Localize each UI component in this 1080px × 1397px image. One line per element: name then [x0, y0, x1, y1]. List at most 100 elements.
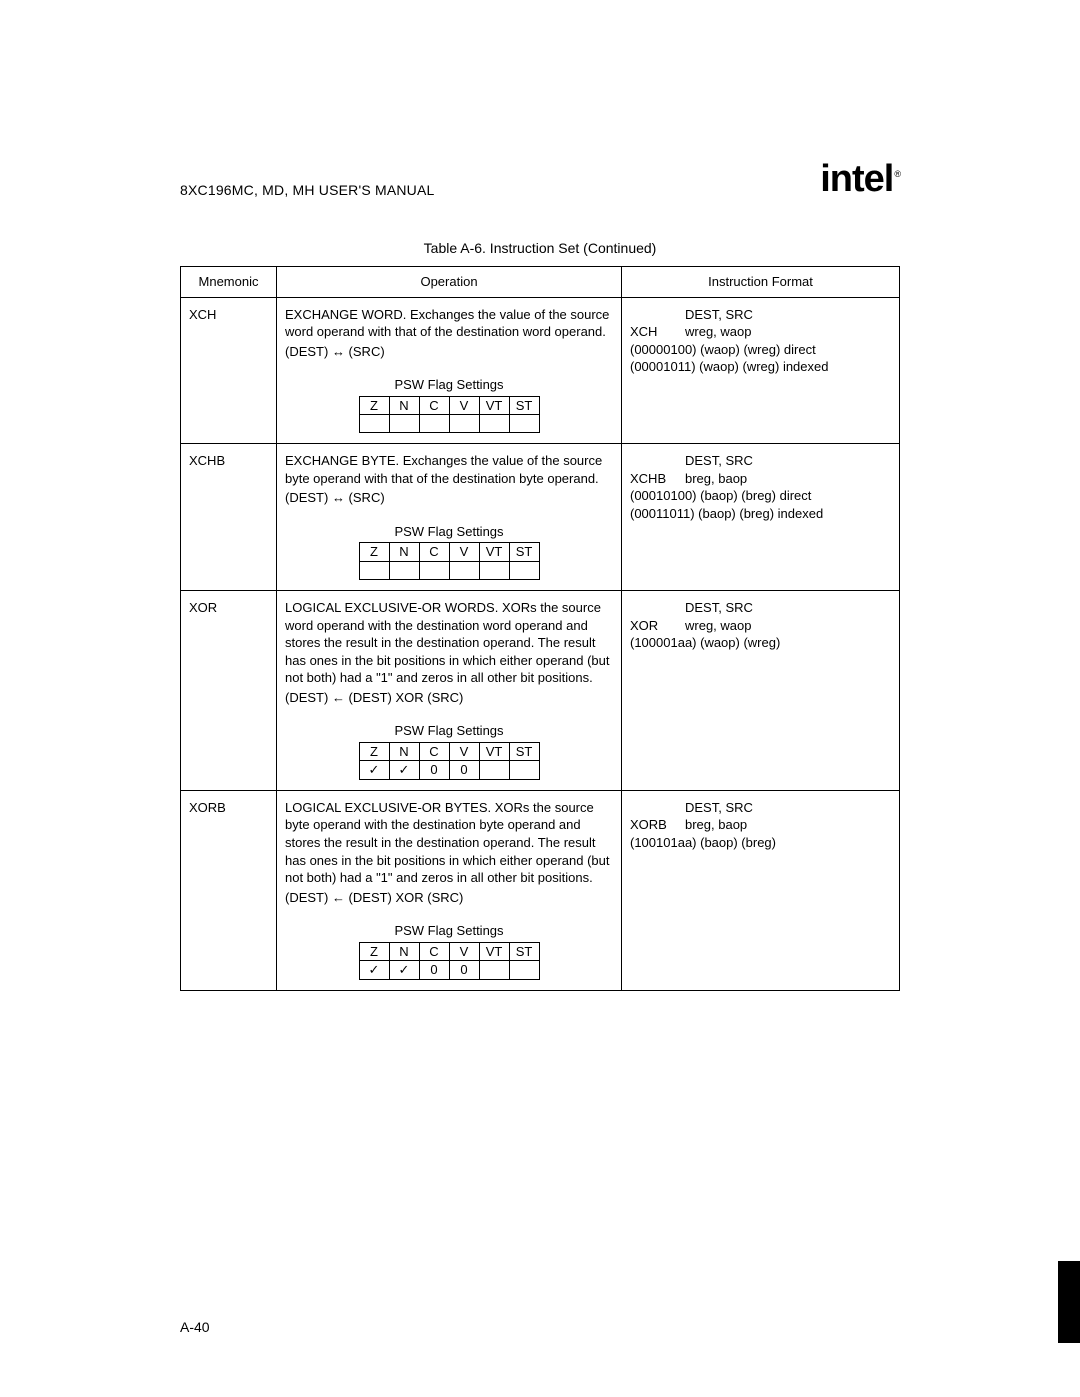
- table-caption: Table A-6. Instruction Set (Continued): [180, 240, 900, 256]
- section-tab-mark: [1058, 1261, 1080, 1343]
- operation-cell: EXCHANGE WORD. Exchanges the value of th…: [277, 297, 622, 444]
- page-header: 8XC196MC, MD, MH USER'S MANUAL intel®: [180, 160, 900, 198]
- operation-expression: (DEST) ← (DEST) XOR (SRC): [285, 889, 613, 907]
- psw-header: VT: [479, 742, 509, 761]
- psw-value: ✓: [359, 961, 389, 980]
- psw-value: [509, 415, 539, 433]
- psw-value: 0: [449, 761, 479, 780]
- format-args: breg, baop: [685, 470, 747, 488]
- format-dest-src: DEST, SRC: [685, 599, 753, 617]
- format-mnemonic: XCHB: [630, 470, 685, 488]
- format-args: breg, baop: [685, 816, 747, 834]
- psw-header: ST: [509, 543, 539, 562]
- operation-expression: (DEST) ↔ (SRC): [285, 343, 613, 361]
- psw-header: C: [419, 543, 449, 562]
- operation-cell: LOGICAL EXCLUSIVE-OR BYTES. XORs the sou…: [277, 790, 622, 990]
- instruction-table: Mnemonic Operation Instruction Format XC…: [180, 266, 900, 991]
- operation-cell: LOGICAL EXCLUSIVE-OR WORDS. XORs the sou…: [277, 591, 622, 791]
- psw-table-wrap: PSW Flag SettingsZNCVVTST✓✓00: [285, 722, 613, 780]
- psw-value: [419, 562, 449, 580]
- psw-value: 0: [449, 961, 479, 980]
- psw-value: [479, 415, 509, 433]
- intel-logo: intel®: [820, 160, 900, 198]
- psw-header: VT: [479, 942, 509, 961]
- operation-text: LOGICAL EXCLUSIVE-OR BYTES. XORs the sou…: [285, 799, 613, 887]
- psw-value: 0: [419, 961, 449, 980]
- psw-header: ST: [509, 742, 539, 761]
- format-cell: DEST, SRCXORwreg, waop(100001aa) (waop) …: [622, 591, 900, 791]
- psw-caption: PSW Flag Settings: [359, 722, 540, 742]
- psw-value: [449, 562, 479, 580]
- psw-value: [509, 961, 539, 980]
- format-encoding: (100001aa) (waop) (wreg): [630, 634, 891, 652]
- format-mnemonic: XCH: [630, 323, 685, 341]
- table-row: XORLOGICAL EXCLUSIVE-OR WORDS. XORs the …: [181, 591, 900, 791]
- format-mnemonic: XORB: [630, 816, 685, 834]
- logo-text-2: e: [864, 160, 884, 198]
- psw-table: PSW Flag SettingsZNCVVTST✓✓00: [359, 722, 540, 780]
- logo-text-3: l: [884, 158, 894, 200]
- psw-value: [509, 761, 539, 780]
- psw-header: V: [449, 942, 479, 961]
- format-args: wreg, waop: [685, 323, 751, 341]
- format-encoding: (00011011) (baop) (breg) indexed: [630, 505, 891, 523]
- psw-header: V: [449, 396, 479, 415]
- psw-header: N: [389, 396, 419, 415]
- psw-header: Z: [359, 396, 389, 415]
- manual-title: 8XC196MC, MD, MH USER'S MANUAL: [180, 182, 435, 198]
- psw-value: [449, 415, 479, 433]
- table-row: XORBLOGICAL EXCLUSIVE-OR BYTES. XORs the…: [181, 790, 900, 990]
- table-header-row: Mnemonic Operation Instruction Format: [181, 267, 900, 298]
- format-dest-src: DEST, SRC: [685, 452, 753, 470]
- psw-value: [389, 562, 419, 580]
- format-encoding: (00001011) (waop) (wreg) indexed: [630, 358, 891, 376]
- psw-table-wrap: PSW Flag SettingsZNCVVTST: [285, 523, 613, 580]
- psw-value: ✓: [389, 761, 419, 780]
- mnemonic-cell: XOR: [181, 591, 277, 791]
- page-number: A-40: [180, 1319, 210, 1335]
- psw-value: [419, 415, 449, 433]
- col-mnemonic: Mnemonic: [181, 267, 277, 298]
- col-format: Instruction Format: [622, 267, 900, 298]
- psw-header: N: [389, 543, 419, 562]
- registered-icon: ®: [894, 169, 900, 179]
- psw-value: [479, 761, 509, 780]
- psw-table: PSW Flag SettingsZNCVVTST: [359, 376, 540, 433]
- mnemonic-cell: XCHB: [181, 444, 277, 591]
- operation-text: LOGICAL EXCLUSIVE-OR WORDS. XORs the sou…: [285, 599, 613, 687]
- mnemonic-cell: XORB: [181, 790, 277, 990]
- operation-cell: EXCHANGE BYTE. Exchanges the value of th…: [277, 444, 622, 591]
- psw-value: [509, 562, 539, 580]
- format-encoding: (00010100) (baop) (breg) direct: [630, 487, 891, 505]
- psw-table-wrap: PSW Flag SettingsZNCVVTST: [285, 376, 613, 433]
- psw-header: C: [419, 742, 449, 761]
- psw-header: V: [449, 742, 479, 761]
- psw-table: PSW Flag SettingsZNCVVTST: [359, 523, 540, 580]
- format-encoding: (100101aa) (baop) (breg): [630, 834, 891, 852]
- mnemonic-cell: XCH: [181, 297, 277, 444]
- psw-header: Z: [359, 742, 389, 761]
- col-operation: Operation: [277, 267, 622, 298]
- format-cell: DEST, SRCXORBbreg, baop(100101aa) (baop)…: [622, 790, 900, 990]
- psw-header: C: [419, 396, 449, 415]
- psw-caption: PSW Flag Settings: [359, 376, 540, 396]
- format-encoding: (00000100) (waop) (wreg) direct: [630, 341, 891, 359]
- psw-header: VT: [479, 543, 509, 562]
- operation-text: EXCHANGE BYTE. Exchanges the value of th…: [285, 452, 613, 487]
- page: 8XC196MC, MD, MH USER'S MANUAL intel® Ta…: [0, 0, 1080, 1397]
- psw-value: [389, 415, 419, 433]
- format-mnemonic: XOR: [630, 617, 685, 635]
- psw-header: C: [419, 942, 449, 961]
- psw-table-wrap: PSW Flag SettingsZNCVVTST✓✓00: [285, 922, 613, 980]
- psw-value: 0: [419, 761, 449, 780]
- format-args: wreg, waop: [685, 617, 751, 635]
- psw-header: Z: [359, 942, 389, 961]
- operation-expression: (DEST) ↔ (SRC): [285, 489, 613, 507]
- psw-value: [479, 562, 509, 580]
- psw-table: PSW Flag SettingsZNCVVTST✓✓00: [359, 922, 540, 980]
- psw-header: N: [389, 942, 419, 961]
- psw-value: [359, 562, 389, 580]
- format-cell: DEST, SRCXCHBbreg, baop(00010100) (baop)…: [622, 444, 900, 591]
- psw-header: VT: [479, 396, 509, 415]
- psw-value: [359, 415, 389, 433]
